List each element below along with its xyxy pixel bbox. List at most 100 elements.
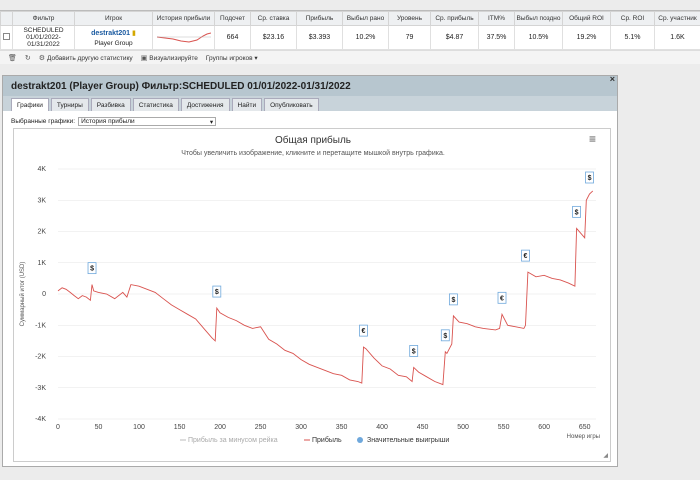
x-tick-label: 250 <box>255 424 267 431</box>
significant-win-label: $ <box>90 266 94 273</box>
tab-item[interactable]: Графики <box>11 98 49 111</box>
significant-win-label: $ <box>443 333 447 340</box>
y-axis-label: Суммарный итог (USD) <box>19 262 26 327</box>
tab-item[interactable]: Статистика <box>132 98 179 111</box>
y-tick-label: 3K <box>37 197 46 204</box>
tab-item[interactable]: Турниры <box>50 98 89 111</box>
close-icon[interactable]: × <box>609 74 615 84</box>
significant-win-marker <box>521 249 530 262</box>
x-tick-label: 100 <box>133 424 145 431</box>
significant-win-marker <box>87 262 97 275</box>
chart-select[interactable]: История прибыли ▾ <box>78 117 217 126</box>
player-groups-dropdown[interactable]: Группы игроков ▾ <box>205 54 258 62</box>
legend-item: Прибыль за минусом рейка <box>188 436 278 444</box>
significant-win-marker <box>448 293 458 306</box>
chart-container[interactable]: Общая прибыль Чтобы увеличить изображение… <box>13 128 611 462</box>
column-header[interactable]: Ср. прибыль <box>430 11 479 26</box>
x-tick-label: 500 <box>457 424 469 431</box>
legend-wins-swatch <box>357 437 363 443</box>
significant-win-marker <box>409 345 419 357</box>
x-tick-label: 650 <box>579 424 591 431</box>
x-axis-label: Номер игры <box>567 434 600 440</box>
column-header[interactable]: Ср. участник <box>654 11 700 26</box>
column-header[interactable]: Прибыль <box>296 11 343 26</box>
y-tick-label: 0 <box>42 291 46 298</box>
image-icon: ▣ <box>140 54 150 62</box>
visualize-label: Визуализируйте <box>149 54 198 62</box>
stats-table: Фильтр Игрок История прибыли Подсчет Ср. ста… <box>0 11 700 50</box>
y-tick-label: -2K <box>35 354 46 361</box>
chart-select-value: История прибыли <box>81 118 135 125</box>
x-tick-label: 400 <box>376 424 388 431</box>
table-row[interactable]: SCHEDULED 01/01/2022-01/31/2022 destrakt… <box>0 25 700 50</box>
player-details-window: destrakt201 (Player Group) Фильтр:SCHEDU… <box>2 74 618 467</box>
x-tick-label: 0 <box>56 424 60 431</box>
significant-win-label: $ <box>412 348 416 355</box>
chart-title: Общая прибыль <box>275 134 351 146</box>
y-tick-label: -4K <box>35 416 46 423</box>
column-header[interactable]: ITM% <box>478 11 515 26</box>
profit-chart[interactable]: Общая прибыль Чтобы увеличить изображение… <box>14 129 612 463</box>
y-tick-label: 1K <box>37 260 46 267</box>
delete-icon[interactable]: 🗑 <box>8 54 17 62</box>
x-tick-label: 450 <box>417 424 429 431</box>
chart-subtitle: Чтобы увеличить изображение, кликните и … <box>181 149 445 157</box>
late-out-cell: 10.5% <box>514 25 563 50</box>
legend-item: Значительные выигрыши <box>367 437 449 444</box>
column-header[interactable]: Ср. ROI <box>610 11 655 26</box>
column-header[interactable]: Выбыл рано <box>342 11 389 26</box>
avg-profit-cell: $4.87 <box>430 25 479 50</box>
significant-win-marker <box>572 205 581 218</box>
significant-win-marker <box>359 324 368 337</box>
y-tick-label: -1K <box>35 322 46 329</box>
column-header[interactable]: Подсчет <box>214 11 251 26</box>
x-tick-label: 550 <box>498 424 510 431</box>
tab-bar: Графики Турниры Разбивка Статистика Достижен… <box>3 96 617 111</box>
y-tick-label: 2K <box>37 229 46 236</box>
avg-entrants-cell: 1.6K <box>654 25 700 50</box>
significant-win-marker <box>212 285 222 298</box>
chart-selector-row: Выбранные графики: История прибыли ▾ <box>3 111 617 132</box>
player-link[interactable]: destrakt201 <box>91 29 131 37</box>
column-header[interactable]: Выбыл поздно <box>514 11 563 26</box>
tab-item[interactable]: Опубликовать <box>264 98 319 111</box>
tab-item[interactable]: Найти <box>231 98 263 111</box>
row-checkbox[interactable] <box>0 25 13 50</box>
table-toolbar: 🗑 ↻ ⚙ Добавить другую статистику ▣ Визуа… <box>0 50 700 64</box>
player-cell: destrakt201 ▮ Player Group <box>74 25 153 50</box>
stats-table-container: Фильтр Игрок История прибыли Подсчет Ср. ста… <box>0 10 700 64</box>
significant-win-label: € <box>500 295 504 302</box>
column-header[interactable]: Игрок <box>74 11 153 26</box>
column-header[interactable]: Общий ROI <box>562 11 611 26</box>
column-header[interactable]: Уровень <box>388 11 431 26</box>
x-tick-label: 200 <box>214 424 226 431</box>
column-header[interactable]: История прибыли <box>152 11 215 26</box>
x-tick-label: 350 <box>336 424 348 431</box>
refresh-icon[interactable]: ↻ <box>24 54 31 62</box>
early-out-cell: 10.2% <box>342 25 389 50</box>
gear-icon: ⚙ <box>38 54 47 62</box>
column-header[interactable]: Фильтр <box>12 11 75 26</box>
significant-win-marker <box>585 171 594 184</box>
itm-cell: 37.5% <box>478 25 515 50</box>
visualize-button[interactable]: ▣ Визуализируйте <box>141 54 198 62</box>
add-stats-button[interactable]: ⚙ Добавить другую статистику <box>39 54 133 62</box>
legend-item: Прибыль <box>312 436 342 444</box>
column-header[interactable] <box>0 11 13 26</box>
significant-win-label: $ <box>451 297 455 304</box>
resize-handle-icon[interactable]: ◢ <box>603 453 608 459</box>
x-tick-label: 150 <box>174 424 186 431</box>
y-tick-label: -3K <box>35 385 46 392</box>
chevron-down-icon: ▾ <box>209 118 214 126</box>
filter-cell: SCHEDULED 01/01/2022-01/31/2022 <box>12 25 75 50</box>
tab-item[interactable]: Достижения <box>180 98 230 111</box>
significant-win-label: $ <box>215 289 219 296</box>
y-tick-label: 4K <box>37 166 46 173</box>
tab-item[interactable]: Разбивка <box>90 98 131 111</box>
level-cell: 79 <box>388 25 431 50</box>
significant-win-marker <box>440 329 450 342</box>
add-stats-label: Добавить другую статистику <box>47 54 133 62</box>
x-tick-label: 50 <box>95 424 103 431</box>
column-header[interactable]: Ср. ставка <box>250 11 297 26</box>
significant-win-label: € <box>524 253 528 260</box>
